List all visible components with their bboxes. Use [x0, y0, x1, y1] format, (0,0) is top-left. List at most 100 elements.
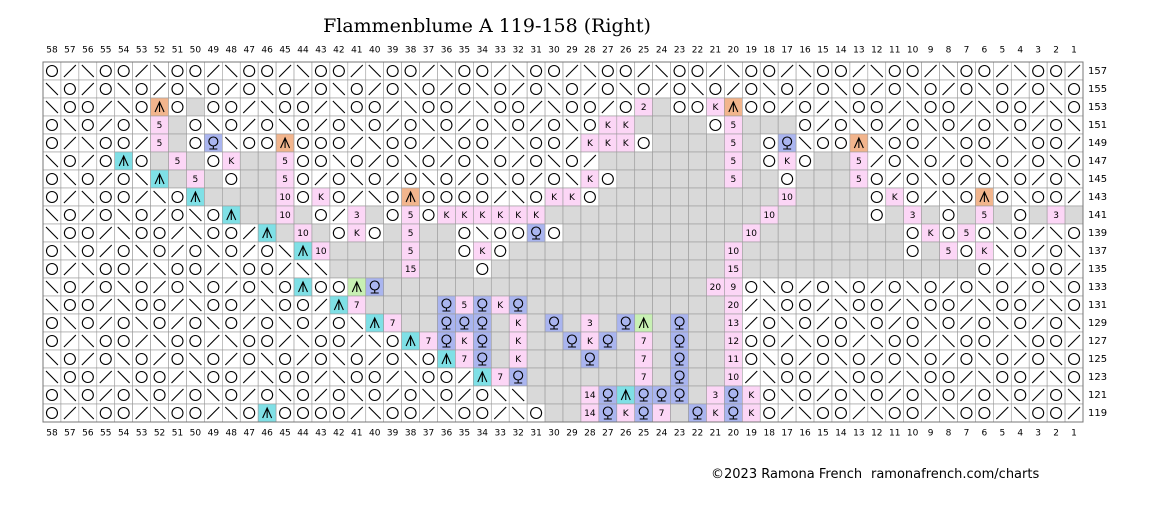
cell-bg	[1046, 61, 1066, 81]
yarn-over	[1067, 82, 1081, 96]
stitch-cell	[490, 169, 510, 189]
stitch-cell	[903, 151, 922, 171]
stitch-cell: K	[311, 187, 331, 207]
cell-bg	[975, 385, 994, 405]
stitch-cell	[616, 259, 636, 279]
stitch-cell	[1010, 403, 1030, 423]
cell-bg	[921, 349, 940, 369]
ssk	[81, 406, 95, 420]
stitch-cell	[1046, 133, 1066, 153]
stitch-cell	[239, 385, 259, 405]
cell-bg	[634, 259, 653, 279]
yarn-over	[243, 136, 256, 150]
cell-bg	[742, 331, 761, 351]
yarn-over	[117, 172, 130, 186]
stitch-cell	[383, 133, 402, 153]
yarn-over	[225, 172, 238, 186]
yarn-over	[422, 154, 435, 168]
stitch-cell	[795, 331, 815, 351]
stitch-cell	[293, 115, 313, 135]
cell-bg	[275, 97, 295, 117]
cell-bg	[1064, 277, 1084, 297]
stitch-cell	[150, 277, 169, 297]
cell-bg	[526, 241, 546, 261]
stitch-cell	[759, 313, 779, 333]
yarn-over	[332, 280, 345, 294]
stitch-cell	[993, 241, 1012, 261]
stitch-cell	[329, 205, 349, 225]
k2tog	[1067, 406, 1081, 420]
yarn-over	[530, 154, 543, 168]
stitch-cell	[562, 205, 582, 225]
yarn-over	[279, 298, 292, 312]
cell-bg	[1064, 223, 1084, 243]
cell-bg	[903, 187, 922, 207]
k2tog	[242, 244, 256, 258]
ssk	[81, 190, 95, 204]
ssk	[368, 136, 382, 150]
cell-bg	[652, 169, 671, 189]
k2tog	[995, 334, 1009, 348]
yarn-over	[171, 190, 184, 204]
stitch-cell: 5	[186, 169, 205, 189]
cell-bg	[813, 259, 833, 279]
stitch-cell	[311, 169, 331, 189]
yarn-over	[996, 352, 1009, 366]
cell-bg	[544, 259, 564, 279]
k2tog	[726, 82, 740, 96]
cell-bg	[688, 169, 707, 189]
stitch-cell	[96, 151, 116, 171]
stitch-cell	[526, 403, 546, 423]
yarn-over	[332, 388, 345, 402]
stitch-cell	[204, 367, 223, 387]
stitch-label: 14	[584, 409, 596, 419]
stitch-cell	[275, 295, 295, 315]
yarn-over	[279, 406, 292, 420]
k2tog	[386, 388, 400, 402]
cell-bg	[168, 79, 187, 99]
yarn-over	[440, 118, 453, 132]
stitch-cell	[813, 205, 833, 225]
stitch-cell	[96, 169, 116, 189]
stitch-label: 7	[641, 373, 647, 383]
cell-bg	[742, 115, 761, 135]
ssk	[422, 118, 435, 132]
stitch-cell	[150, 295, 169, 315]
cell-bg	[490, 97, 510, 117]
k2tog	[852, 334, 866, 348]
stitch-cell	[742, 151, 761, 171]
stitch-cell	[329, 403, 349, 423]
stitch-cell	[150, 151, 169, 171]
stitch-cell	[885, 259, 904, 279]
stitch-cell	[652, 205, 671, 225]
cell-bg	[383, 241, 402, 261]
yarn-over	[978, 226, 991, 240]
stitch-cell	[670, 385, 689, 405]
stitch-cell	[903, 223, 922, 243]
stitch-cell	[42, 133, 62, 153]
stitch-cell	[939, 79, 958, 99]
yarn-over	[1014, 316, 1027, 330]
yarn-over	[135, 208, 148, 222]
k2tog	[458, 370, 471, 384]
stitch-cell: 7	[490, 367, 510, 387]
k2tog	[798, 280, 812, 294]
stitch-cell	[706, 331, 725, 351]
yarn-over	[1067, 280, 1081, 294]
k2tog	[852, 64, 866, 78]
cell-bg	[329, 223, 349, 243]
decrease	[853, 136, 864, 149]
ssk	[45, 352, 59, 366]
stitch-cell	[455, 133, 474, 153]
yarn-over	[1050, 244, 1063, 258]
cell-bg	[168, 277, 187, 297]
stitch-cell	[616, 313, 636, 333]
yarn-over	[996, 154, 1009, 168]
k2tog	[960, 118, 973, 132]
stitch-cell	[1064, 331, 1084, 351]
stitch-cell	[742, 295, 761, 315]
k2tog	[583, 82, 597, 96]
column-number: 37	[423, 429, 434, 439]
ssk	[189, 226, 202, 240]
cell-bg	[759, 133, 779, 153]
